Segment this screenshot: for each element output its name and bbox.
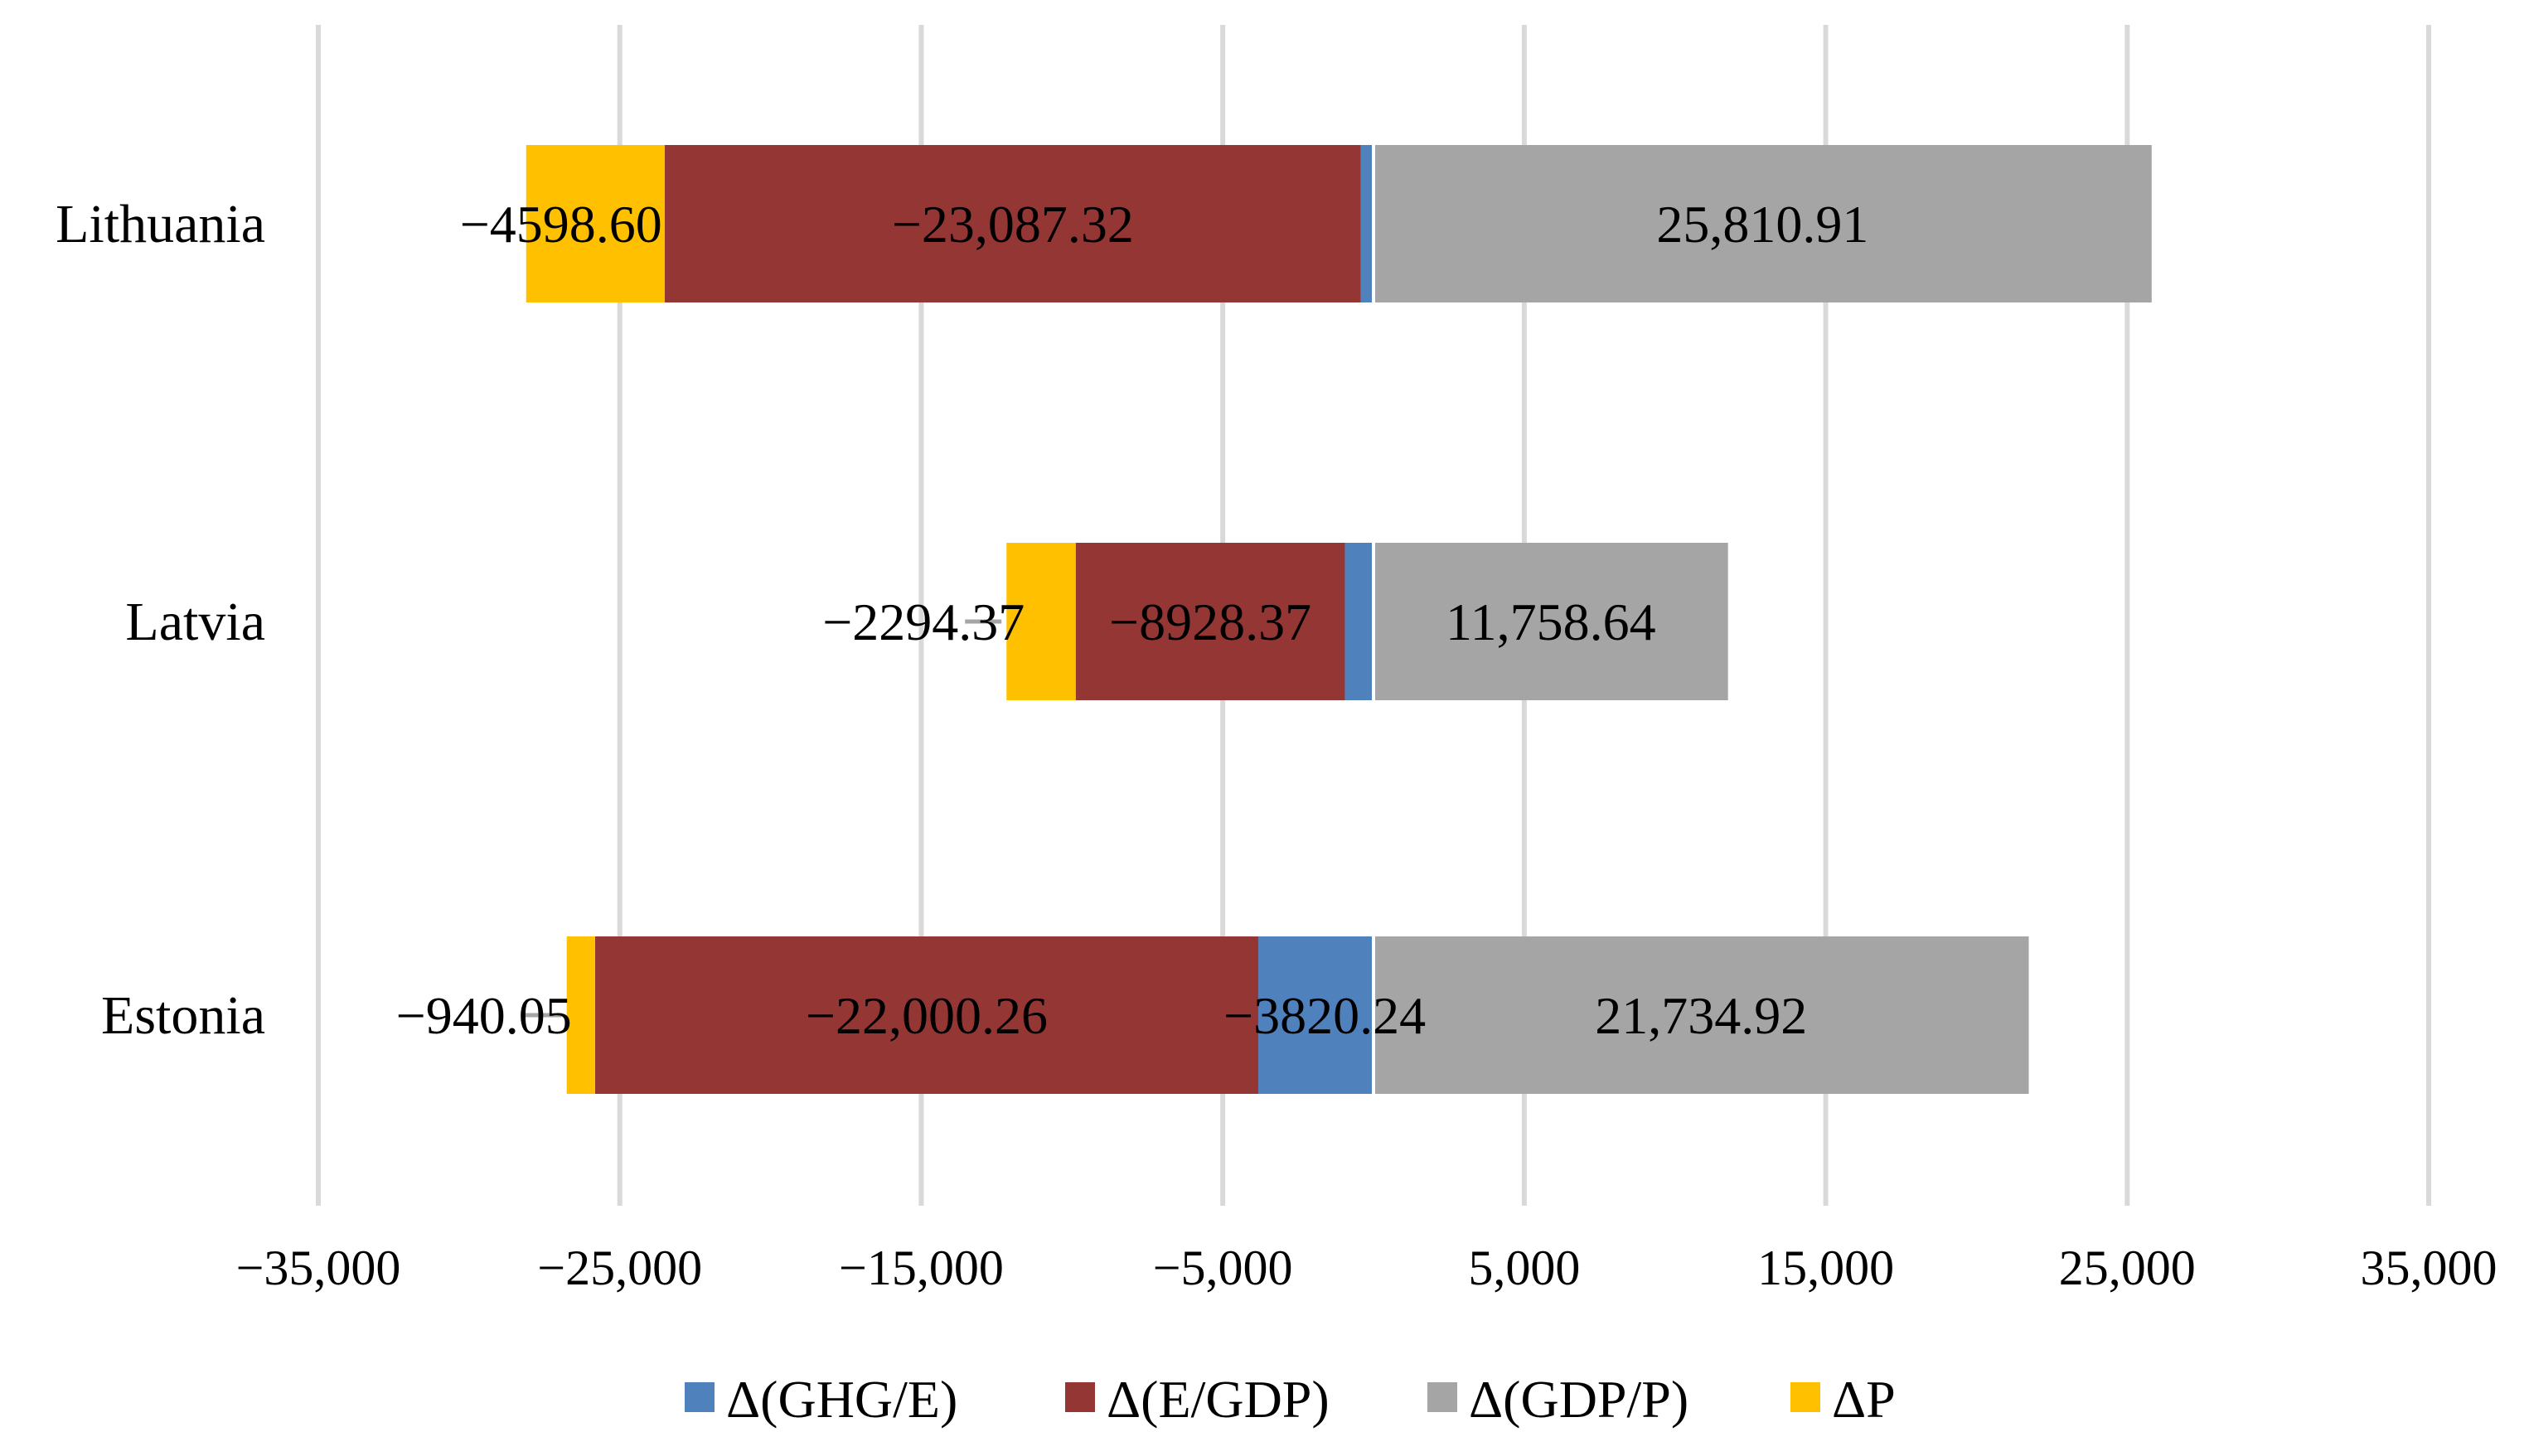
legend-swatch (1790, 1382, 1820, 1412)
bar-estonia-delta-e-gdp (594, 936, 1259, 1094)
bar-lithuania-delta-gdp-p (1374, 145, 2152, 302)
data-label-lithuania-delta-p: −4598.60 (460, 195, 662, 254)
data-label-estonia-delta-gdp-p: 21,734.92 (1595, 986, 1807, 1045)
bar-estonia-delta-gdp-p (1374, 936, 2029, 1094)
value-axis: −35,000 −25,000 −15,000 −5,000 5,000 15,000 25… (236, 1241, 2498, 1295)
data-label-latvia-delta-p: −2294.37 (822, 593, 1025, 651)
legend-label: Δ(GHG/E) (726, 1370, 957, 1429)
legend-swatch (1065, 1382, 1095, 1412)
data-label-estonia-delta-e-gdp: −22,000.26 (806, 986, 1048, 1045)
category-axis: Lithuania Latvia Estonia (56, 194, 265, 1046)
bar-estonia-delta-p (566, 936, 595, 1094)
bar-latvia-delta-e-gdp (1075, 543, 1345, 700)
bar-latvia-delta-gdp-p (1374, 543, 1728, 700)
legend-label: ΔP (1832, 1370, 1896, 1429)
category-label-lithuania: Lithuania (56, 194, 265, 254)
x-tick-label: −35,000 (236, 1241, 401, 1295)
legend-item-delta-ghg-e: Δ(GHG/E) (685, 1370, 957, 1429)
x-tick-label: 25,000 (2059, 1241, 2196, 1295)
data-label-estonia-delta-p: −940.05 (396, 986, 572, 1045)
category-label-estonia: Estonia (101, 985, 265, 1046)
data-labels: −23,087.32 25,810.91 −4598.60 −8928.37 11,75… (396, 195, 1869, 1045)
bar-latvia-delta-p (1006, 543, 1076, 700)
data-label-latvia-delta-e-gdp: −8928.37 (1109, 593, 1311, 651)
bar-estonia-delta-ghg-e (1258, 936, 1374, 1094)
legend-item-delta-e-gdp: Δ(E/GDP) (1065, 1370, 1330, 1429)
legend-label: Δ(GDP/P) (1469, 1370, 1688, 1429)
x-tick-label: −5,000 (1153, 1241, 1293, 1295)
bar-lithuania-delta-ghg-e (1360, 145, 1374, 302)
legend-swatch (685, 1382, 715, 1412)
data-label-lithuania-delta-e-gdp: −23,087.32 (892, 195, 1134, 254)
data-label-lithuania-delta-gdp-p: 25,810.91 (1656, 195, 1868, 254)
legend-label: Δ(E/GDP) (1107, 1370, 1330, 1429)
bars (526, 145, 2152, 1094)
x-tick-label: −25,000 (537, 1241, 702, 1295)
legend-swatch (1427, 1382, 1457, 1412)
bar-lithuania-delta-p (526, 145, 666, 302)
bar-lithuania-delta-e-gdp (665, 145, 1361, 302)
x-tick-label: 15,000 (1757, 1241, 1894, 1295)
legend: Δ(GHG/E) Δ(E/GDP) Δ(GDP/P) ΔP (685, 1370, 1896, 1429)
legend-item-delta-gdp-p: Δ(GDP/P) (1427, 1370, 1688, 1429)
x-tick-label: 5,000 (1468, 1241, 1580, 1295)
legend-item-delta-p: ΔP (1790, 1370, 1896, 1429)
category-label-latvia: Latvia (125, 592, 265, 652)
data-label-latvia-delta-gdp-p: 11,758.64 (1446, 593, 1656, 651)
bar-latvia-delta-ghg-e (1344, 543, 1374, 700)
x-tick-label: −15,000 (839, 1241, 1004, 1295)
data-label-estonia-delta-ghg-e: −3820.24 (1223, 986, 1426, 1045)
x-tick-label: 35,000 (2361, 1241, 2498, 1295)
